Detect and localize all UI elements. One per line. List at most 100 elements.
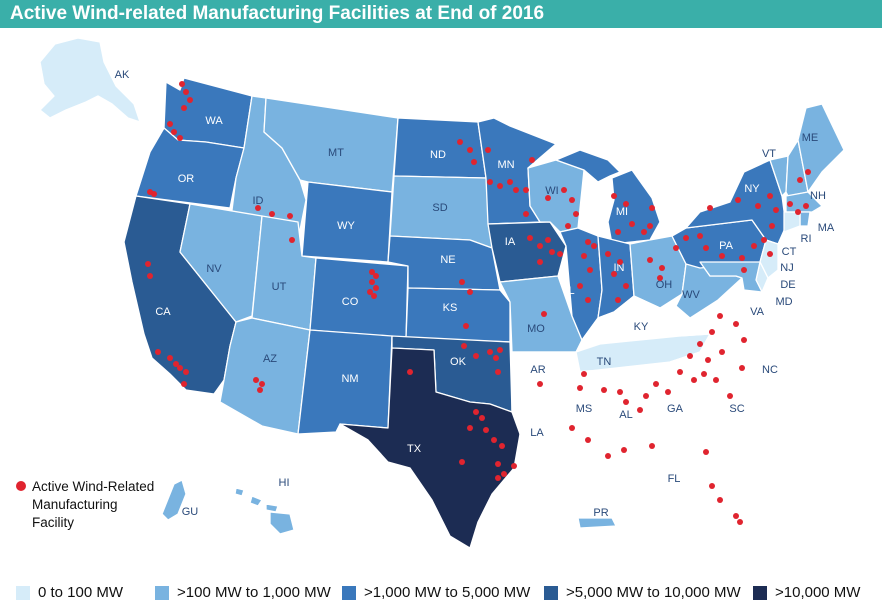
facility-dot[interactable]	[739, 365, 745, 371]
facility-dot[interactable]	[795, 209, 801, 215]
facility-dot[interactable]	[621, 447, 627, 453]
facility-dot[interactable]	[459, 279, 465, 285]
facility-dot[interactable]	[537, 243, 543, 249]
facility-dot[interactable]	[587, 267, 593, 273]
facility-dot[interactable]	[623, 283, 629, 289]
facility-dot[interactable]	[697, 233, 703, 239]
facility-dot[interactable]	[581, 253, 587, 259]
facility-dot[interactable]	[737, 519, 743, 525]
state-FL[interactable]	[617, 425, 749, 535]
facility-dot[interactable]	[467, 289, 473, 295]
facility-dot[interactable]	[615, 297, 621, 303]
facility-dot[interactable]	[513, 187, 519, 193]
state-PR[interactable]	[577, 517, 617, 529]
facility-dot[interactable]	[611, 193, 617, 199]
facility-dot[interactable]	[565, 223, 571, 229]
facility-dot[interactable]	[585, 437, 591, 443]
facility-dot[interactable]	[787, 201, 793, 207]
facility-dot[interactable]	[541, 311, 547, 317]
facility-dot[interactable]	[803, 203, 809, 209]
facility-dot[interactable]	[605, 453, 611, 459]
facility-dot[interactable]	[537, 259, 543, 265]
facility-dot[interactable]	[181, 105, 187, 111]
facility-dot[interactable]	[569, 425, 575, 431]
facility-dot[interactable]	[269, 211, 275, 217]
state-NJ[interactable]	[759, 239, 779, 279]
facility-dot[interactable]	[373, 285, 379, 291]
state-NV[interactable]	[179, 203, 263, 323]
facility-dot[interactable]	[155, 349, 161, 355]
facility-dot[interactable]	[573, 211, 579, 217]
facility-dot[interactable]	[407, 369, 413, 375]
facility-dot[interactable]	[797, 177, 803, 183]
facility-dot[interactable]	[471, 159, 477, 165]
facility-dot[interactable]	[683, 235, 689, 241]
facility-dot[interactable]	[629, 221, 635, 227]
facility-dot[interactable]	[719, 349, 725, 355]
facility-dot[interactable]	[549, 249, 555, 255]
facility-dot[interactable]	[707, 205, 713, 211]
facility-dot[interactable]	[659, 265, 665, 271]
facility-dot[interactable]	[459, 459, 465, 465]
facility-dot[interactable]	[457, 139, 463, 145]
facility-dot[interactable]	[727, 393, 733, 399]
facility-dot[interactable]	[717, 497, 723, 503]
facility-dot[interactable]	[257, 387, 263, 393]
facility-dot[interactable]	[487, 349, 493, 355]
facility-dot[interactable]	[623, 201, 629, 207]
facility-dot[interactable]	[569, 197, 575, 203]
facility-dot[interactable]	[487, 179, 493, 185]
facility-dot[interactable]	[577, 283, 583, 289]
facility-dot[interactable]	[733, 321, 739, 327]
facility-dot[interactable]	[373, 273, 379, 279]
facility-dot[interactable]	[495, 369, 501, 375]
facility-dot[interactable]	[151, 191, 157, 197]
facility-dot[interactable]	[493, 355, 499, 361]
state-MA[interactable]	[785, 191, 823, 213]
state-CT[interactable]	[783, 211, 801, 233]
facility-dot[interactable]	[173, 361, 179, 367]
facility-dot[interactable]	[479, 415, 485, 421]
facility-dot[interactable]	[557, 251, 563, 257]
facility-dot[interactable]	[709, 329, 715, 335]
facility-dot[interactable]	[483, 427, 489, 433]
facility-dot[interactable]	[741, 337, 747, 343]
facility-dot[interactable]	[499, 443, 505, 449]
facility-dot[interactable]	[461, 343, 467, 349]
facility-dot[interactable]	[371, 293, 377, 299]
facility-dot[interactable]	[537, 381, 543, 387]
facility-dot[interactable]	[179, 81, 185, 87]
facility-dot[interactable]	[691, 377, 697, 383]
facility-dot[interactable]	[767, 193, 773, 199]
facility-dot[interactable]	[369, 279, 375, 285]
facility-dot[interactable]	[591, 243, 597, 249]
facility-dot[interactable]	[187, 97, 193, 103]
facility-dot[interactable]	[709, 483, 715, 489]
facility-dot[interactable]	[467, 425, 473, 431]
facility-dot[interactable]	[577, 385, 583, 391]
facility-dot[interactable]	[677, 369, 683, 375]
facility-dot[interactable]	[367, 289, 373, 295]
facility-dot[interactable]	[523, 211, 529, 217]
facility-dot[interactable]	[253, 377, 259, 383]
facility-dot[interactable]	[497, 347, 503, 353]
facility-dot[interactable]	[805, 169, 811, 175]
facility-dot[interactable]	[649, 205, 655, 211]
facility-dot[interactable]	[687, 353, 693, 359]
facility-dot[interactable]	[617, 259, 623, 265]
facility-dot[interactable]	[501, 471, 507, 477]
facility-dot[interactable]	[289, 237, 295, 243]
facility-dot[interactable]	[649, 443, 655, 449]
facility-dot[interactable]	[147, 273, 153, 279]
state-RI[interactable]	[799, 211, 811, 227]
facility-dot[interactable]	[767, 251, 773, 257]
facility-dot[interactable]	[741, 267, 747, 273]
facility-dot[interactable]	[623, 399, 629, 405]
facility-dot[interactable]	[647, 257, 653, 263]
facility-dot[interactable]	[717, 313, 723, 319]
facility-dot[interactable]	[287, 213, 293, 219]
facility-dot[interactable]	[735, 197, 741, 203]
facility-dot[interactable]	[183, 89, 189, 95]
facility-dot[interactable]	[761, 237, 767, 243]
facility-dot[interactable]	[719, 253, 725, 259]
